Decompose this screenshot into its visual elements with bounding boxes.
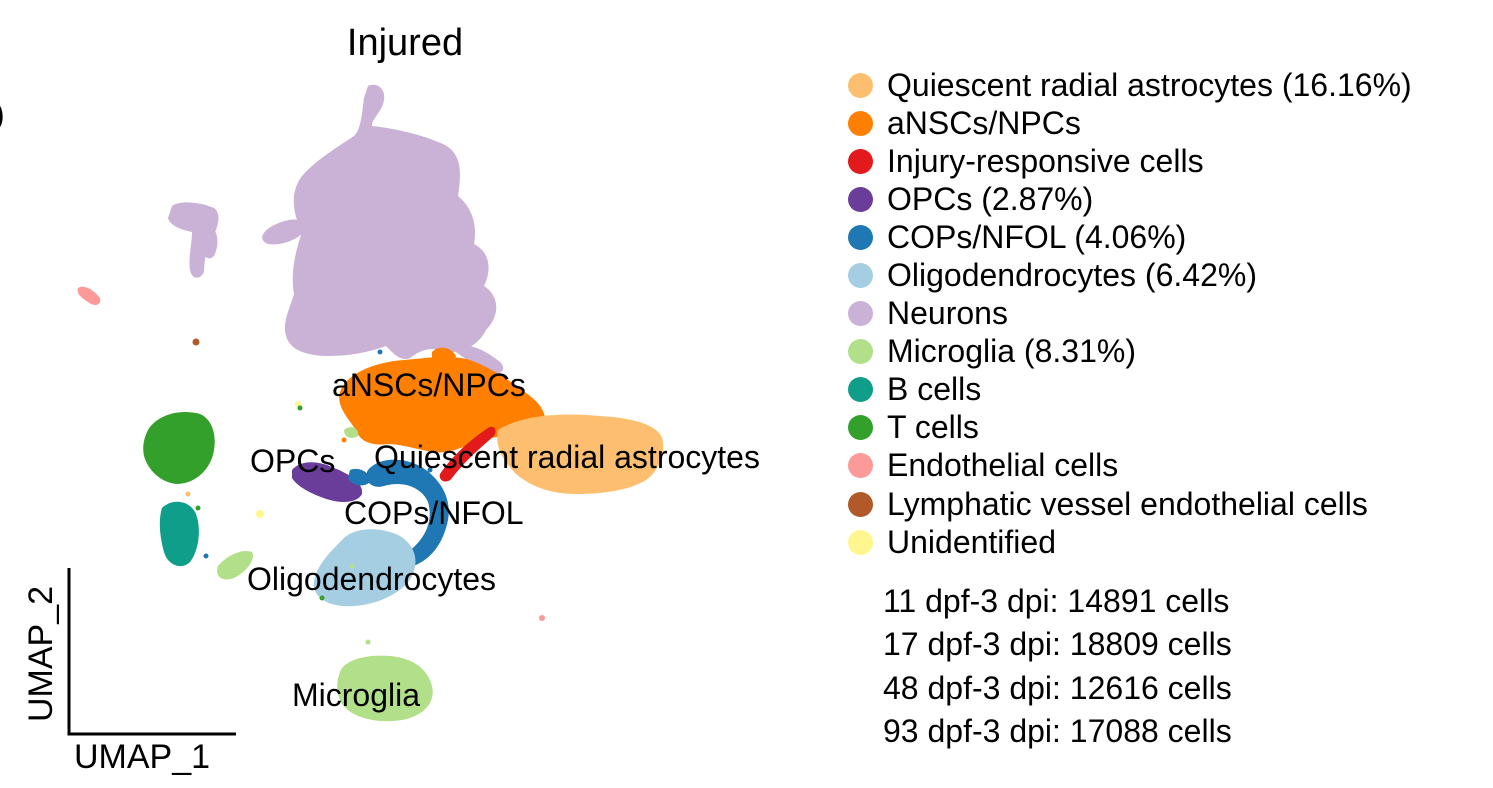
sample-count-line: 11 dpf-3 dpi: 14891 cells <box>883 583 1230 619</box>
legend-swatch <box>848 415 873 441</box>
legend-label: T cells <box>887 409 979 446</box>
legend-swatch <box>848 224 873 250</box>
scattered-cell-dot <box>203 553 209 559</box>
microglia-cluster-dot <box>344 427 359 438</box>
scattered-cell-dot <box>427 467 433 473</box>
microglia-cluster-small <box>217 550 253 580</box>
legend-item-opcs: OPCs (2.87%) <box>848 180 1412 218</box>
scattered-cell-dot <box>185 491 191 497</box>
neurons-cluster-tail <box>456 345 504 374</box>
legend-label: Microglia (8.31%) <box>887 333 1136 370</box>
legend-label: Oligodendrocytes (6.42%) <box>887 257 1257 294</box>
legend-label: Quiescent radial astrocytes (16.16%) <box>887 66 1412 103</box>
legend-label: B cells <box>887 371 982 408</box>
injury-responsive-cluster <box>439 426 496 482</box>
legend-label: OPCs (2.87%) <box>887 180 1094 217</box>
legend-item-cops-nfol: COPs/NFOL (4.06%) <box>848 218 1412 256</box>
scattered-cell-dot <box>319 595 325 601</box>
cops-nfol-cluster <box>366 459 449 566</box>
cluster-label-microglia: Microglia <box>292 677 420 713</box>
unidentified-cell-dot <box>295 401 301 407</box>
neurons-cluster-arm <box>168 202 219 278</box>
legend-label: Lymphatic vessel endothelial cells <box>887 485 1368 522</box>
clipped-panel-text: ) <box>0 96 5 133</box>
legend-swatch <box>848 453 873 479</box>
oligodendrocytes-cluster <box>313 529 416 607</box>
ansc-npc-cluster-top <box>432 347 456 364</box>
legend-label: Injury-responsive cells <box>887 142 1204 179</box>
x-axis-label: UMAP_1 <box>74 738 211 776</box>
legend-swatch <box>848 491 873 517</box>
legend-swatch <box>848 186 873 212</box>
cluster-labels: Quiescent radial astrocytes aNSCs/NPCs OPC… <box>247 367 760 713</box>
lymphatic-endothelial-dot <box>192 338 200 346</box>
neurons-cluster-main <box>284 84 497 359</box>
quiescent-radial-astrocytes-cluster <box>497 414 664 494</box>
legend-swatch <box>848 529 873 555</box>
microglia-cluster <box>337 655 433 722</box>
legend-swatch <box>848 148 873 174</box>
scattered-cell-dot <box>195 505 201 511</box>
legend: Quiescent radial astrocytes (16.16%) aNSC… <box>848 66 1412 561</box>
scattered-cell-dot <box>349 563 355 569</box>
legend-item-endothelial-cells: Endothelial cells <box>848 447 1412 485</box>
cluster-label-anscs-npcs: aNSCs/NPCs <box>332 367 526 403</box>
legend-label: aNSCs/NPCs <box>887 104 1081 141</box>
legend-label: COPs/NFOL (4.06%) <box>887 218 1187 255</box>
cluster-label-oligodendrocytes: Oligodendrocytes <box>247 561 496 597</box>
sample-count-line: 48 dpf-3 dpi: 12616 cells <box>883 669 1232 706</box>
legend-swatch <box>848 72 873 98</box>
legend-swatch <box>848 110 873 136</box>
cops-nfol-cluster-bridge <box>348 468 371 486</box>
neurons-cluster-lobe <box>262 219 304 245</box>
legend-item-microglia: Microglia (8.31%) <box>848 333 1412 371</box>
scattered-cell-dot <box>341 437 347 443</box>
umap-axes <box>67 568 236 736</box>
sample-counts: 11 dpf-3 dpi: 14891 cells 17 dpf-3 dpi: 1… <box>883 583 1232 756</box>
cluster-label-cops-nfol: COPs/NFOL <box>344 495 524 531</box>
legend-item-quiescent-radial-astrocytes: Quiescent radial astrocytes (16.16%) <box>848 66 1412 104</box>
legend-item-b-cells: B cells <box>848 371 1412 409</box>
legend-item-unidentified: Unidentified <box>848 523 1412 561</box>
legend-item-oligodendrocytes: Oligodendrocytes (6.42%) <box>848 256 1412 294</box>
y-axis-label: UMAP_2 <box>22 585 60 722</box>
neurons-cluster-arm-tip <box>203 226 218 259</box>
t-cells-cluster <box>143 411 215 484</box>
legend-label: Endothelial cells <box>887 447 1119 484</box>
sample-count-line: 93 dpf-3 dpi: 17088 cells <box>883 712 1232 749</box>
legend-label: Unidentified <box>887 523 1056 560</box>
sample-count-line: 17 dpf-3 dpi: 18809 cells <box>883 626 1232 663</box>
legend-item-t-cells: T cells <box>848 409 1412 447</box>
legend-item-neurons: Neurons <box>848 295 1412 333</box>
legend-item-injury-responsive-cells: Injury-responsive cells <box>848 142 1412 180</box>
legend-item-anscs-npcs: aNSCs/NPCs <box>848 104 1412 142</box>
opc-cluster <box>292 462 363 502</box>
legend-swatch <box>848 339 873 365</box>
endothelial-cluster <box>77 286 101 305</box>
chart-title: Injured <box>346 22 464 64</box>
scattered-cell-dot <box>365 639 371 645</box>
cluster-label-opcs: OPCs <box>250 443 335 479</box>
legend-swatch <box>848 301 873 327</box>
unidentified-cell-dot <box>256 510 264 518</box>
legend-item-lymphatic-vessel-endothelial-cells: Lymphatic vessel endothelial cells <box>848 485 1412 523</box>
legend-swatch <box>848 263 873 289</box>
scattered-cell-dot <box>377 349 383 355</box>
cluster-label-quiescent-radial-astrocytes: Quiescent radial astrocytes <box>374 439 760 475</box>
legend-label: Neurons <box>887 295 1008 332</box>
legend-swatch <box>848 377 873 403</box>
scattered-cell-dot <box>297 405 303 411</box>
umap-clusters <box>77 84 664 722</box>
endothelial-cell-dot <box>539 615 545 621</box>
b-cells-cluster <box>159 501 199 567</box>
